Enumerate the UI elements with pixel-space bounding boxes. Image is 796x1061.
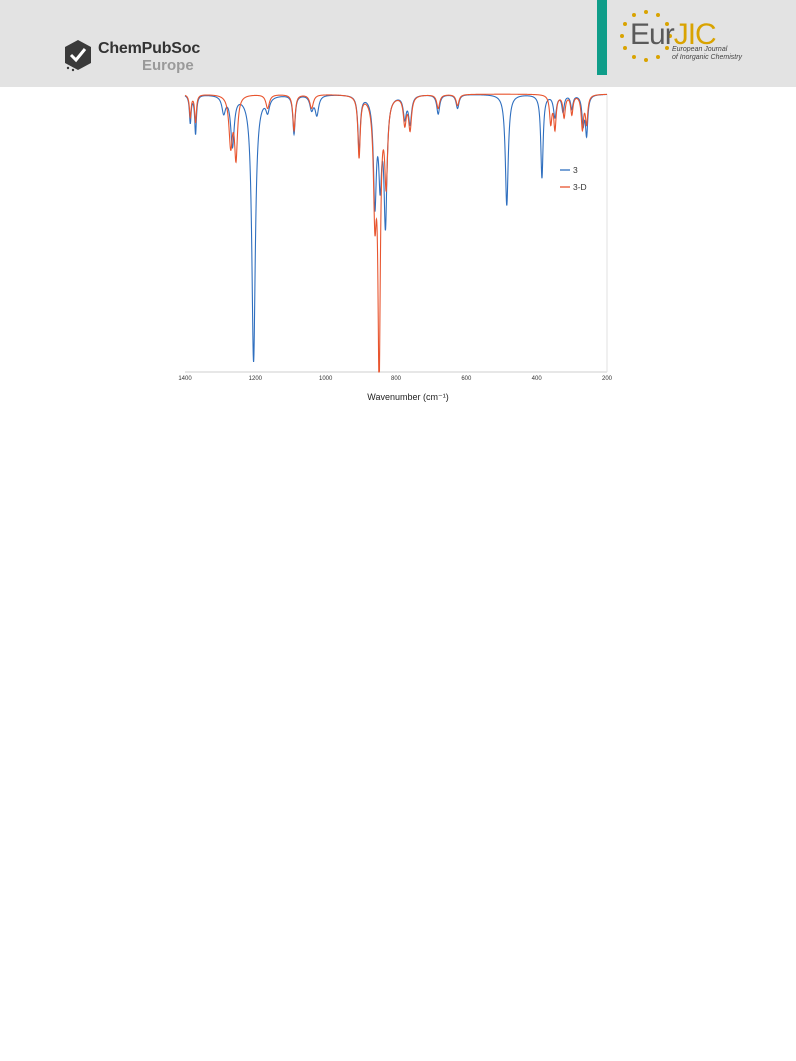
journal-full-line1: European Journal [672, 46, 728, 53]
series-layer [184, 93, 608, 373]
legend-label: 3-D [573, 182, 587, 192]
journal-full-line2: of Inorganic Chemistry [672, 54, 743, 61]
publisher-name: ChemPubSoc [98, 40, 201, 57]
journal-full-name: European Journal of Inorganic Chemistry [672, 46, 742, 62]
x-tick-label: 600 [461, 376, 472, 382]
chart-svg: 1400 1200 1000 800 600 400 200 3 3-D Wavenumber… [178, 93, 613, 402]
series-line-1 [184, 93, 608, 363]
chempubsoc-logo: ChemPubSoc Europe [62, 38, 232, 78]
x-tick-label: 1400 [178, 376, 192, 382]
accent-bar [597, 0, 607, 75]
legend-label: 3 [573, 165, 578, 175]
eurjic-logo: EurJIC European Journal of Inorganic Che… [612, 4, 788, 82]
x-axis-label: Wavenumber (cm⁻¹) [367, 392, 448, 402]
x-tick-label: 800 [391, 376, 402, 382]
x-tick-label: 200 [602, 376, 613, 382]
x-tick-label: 400 [532, 376, 543, 382]
publisher-region: Europe [142, 57, 194, 74]
x-ticks: 1400 1200 1000 800 600 400 200 [178, 376, 612, 382]
legend: 3 3-D [560, 165, 587, 192]
journal-abbrev-prefix: Eur [630, 18, 675, 51]
ir-spectrum-chart: 1400 1200 1000 800 600 400 200 3 3-D Wavenumber… [150, 88, 630, 408]
series-line-2 [184, 93, 608, 373]
eu-stars-icon [620, 10, 672, 62]
journal-abbrev-suffix: JIC [673, 18, 717, 51]
header-band [0, 0, 796, 87]
journal-abbrev: EurJIC [630, 18, 717, 52]
x-tick-label: 1200 [249, 376, 263, 382]
x-tick-label: 1000 [319, 376, 333, 382]
publisher-emblem-icon [65, 40, 91, 72]
